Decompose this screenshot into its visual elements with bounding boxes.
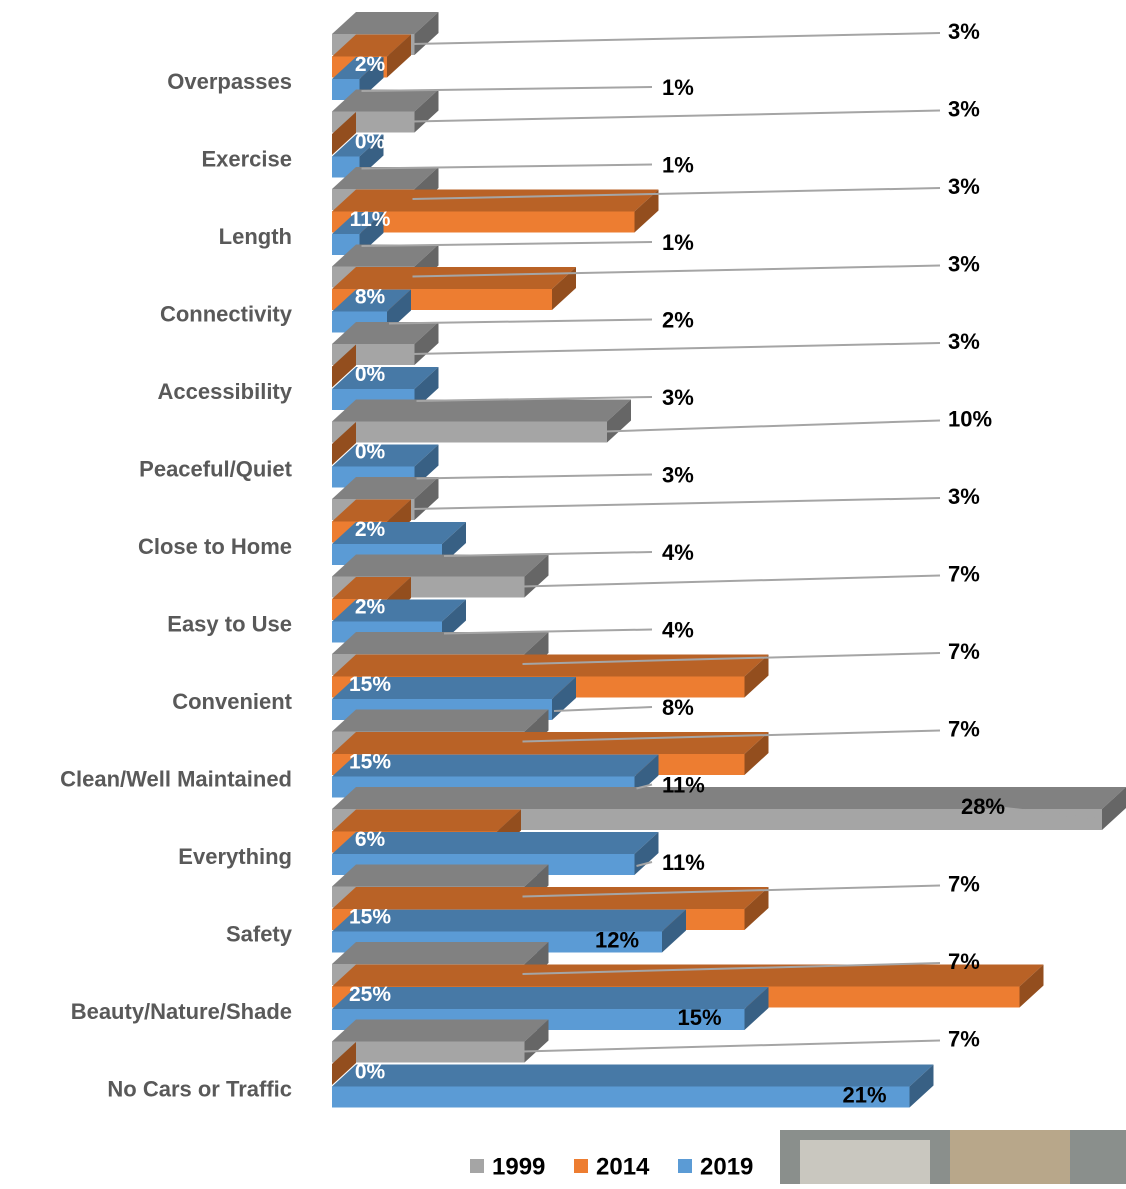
data-label: 7% bbox=[948, 871, 980, 896]
bar-top bbox=[332, 632, 549, 654]
data-label: 11% bbox=[662, 772, 705, 797]
data-label: 15% bbox=[349, 673, 391, 696]
data-label: 6% bbox=[355, 828, 386, 851]
leader-line bbox=[554, 707, 652, 711]
category-label: Convenient bbox=[172, 689, 292, 714]
data-label: 4% bbox=[662, 617, 694, 642]
category-label: Overpasses bbox=[167, 69, 292, 94]
data-label: 2% bbox=[355, 53, 386, 76]
legend-label: 2014 bbox=[596, 1153, 650, 1180]
data-label: 10% bbox=[948, 406, 992, 431]
data-label: 0% bbox=[355, 441, 386, 464]
leader-line bbox=[413, 33, 941, 44]
data-label: 15% bbox=[349, 906, 391, 929]
data-label: 21% bbox=[842, 1082, 886, 1107]
bar-top bbox=[332, 555, 549, 577]
legend-swatch bbox=[470, 1159, 484, 1173]
leader-line bbox=[413, 343, 941, 354]
data-label: 28% bbox=[961, 794, 1005, 819]
category-label: No Cars or Traffic bbox=[107, 1076, 292, 1101]
data-label: 3% bbox=[948, 174, 980, 199]
legend-label: 2019 bbox=[700, 1153, 753, 1180]
bar-top bbox=[332, 965, 1044, 987]
leader-line bbox=[523, 576, 941, 587]
category-label: Clean/Well Maintained bbox=[60, 766, 292, 791]
data-label: 2% bbox=[355, 596, 386, 619]
data-label: 3% bbox=[948, 96, 980, 121]
category-label: Length bbox=[219, 224, 292, 249]
data-label: 3% bbox=[948, 484, 980, 509]
bar bbox=[332, 422, 607, 443]
data-label: 15% bbox=[349, 751, 391, 774]
legend-swatch bbox=[574, 1159, 588, 1173]
data-label: 2% bbox=[662, 307, 694, 332]
category-label: Exercise bbox=[201, 146, 292, 171]
bar-top bbox=[332, 887, 769, 909]
category-label: Everything bbox=[178, 844, 292, 869]
data-label: 25% bbox=[349, 983, 391, 1006]
leader-line bbox=[389, 320, 652, 324]
category-label: Peaceful/Quiet bbox=[139, 456, 293, 481]
bar bbox=[332, 1042, 525, 1063]
data-label: 2% bbox=[355, 518, 386, 541]
data-label: 7% bbox=[948, 1026, 980, 1051]
data-label: 7% bbox=[948, 716, 980, 741]
data-label: 1% bbox=[662, 75, 694, 100]
leader-line bbox=[362, 87, 653, 91]
leader-line bbox=[417, 475, 653, 479]
leader-line bbox=[362, 242, 653, 246]
data-label: 11% bbox=[350, 208, 391, 231]
data-label: 0% bbox=[355, 1061, 386, 1084]
leader-line bbox=[523, 1041, 941, 1052]
data-label: 3% bbox=[948, 19, 980, 44]
data-label: 8% bbox=[662, 695, 694, 720]
legend-label: 1999 bbox=[492, 1153, 545, 1180]
leader-line bbox=[605, 421, 940, 432]
category-label: Safety bbox=[226, 921, 293, 946]
data-label: 4% bbox=[662, 540, 694, 565]
bar-top bbox=[332, 710, 549, 732]
bar-top bbox=[332, 942, 549, 964]
bar-top bbox=[332, 1020, 549, 1042]
data-label: 8% bbox=[355, 286, 386, 309]
data-label: 1% bbox=[662, 230, 694, 255]
data-label: 3% bbox=[948, 329, 980, 354]
photo-detail bbox=[800, 1140, 930, 1184]
data-label: 7% bbox=[948, 639, 980, 664]
category-label: Connectivity bbox=[160, 301, 293, 326]
leader-line bbox=[413, 498, 941, 509]
bar-top bbox=[332, 655, 769, 677]
bar-top bbox=[332, 787, 1126, 809]
category-label: Accessibility bbox=[157, 379, 292, 404]
leader-line bbox=[362, 165, 653, 169]
data-label: 3% bbox=[662, 385, 694, 410]
data-label: 15% bbox=[677, 1005, 721, 1030]
bar-top bbox=[332, 865, 549, 887]
legend-swatch bbox=[678, 1159, 692, 1173]
data-label: 0% bbox=[355, 363, 386, 386]
data-label: 12% bbox=[595, 927, 639, 952]
category-label: Close to Home bbox=[138, 534, 292, 559]
category-label: Beauty/Nature/Shade bbox=[71, 999, 292, 1024]
data-label: 11% bbox=[662, 850, 705, 875]
leader-line bbox=[413, 111, 941, 122]
bar-top bbox=[332, 732, 769, 754]
data-label: 7% bbox=[948, 561, 980, 586]
data-label: 7% bbox=[948, 949, 980, 974]
data-label: 1% bbox=[662, 152, 694, 177]
category-label: Easy to Use bbox=[167, 611, 292, 636]
data-label: 3% bbox=[948, 251, 980, 276]
photo-detail bbox=[950, 1130, 1070, 1184]
bar bbox=[332, 1087, 910, 1108]
data-label: 0% bbox=[355, 131, 386, 154]
bar-top bbox=[332, 400, 631, 422]
data-label: 3% bbox=[662, 462, 694, 487]
